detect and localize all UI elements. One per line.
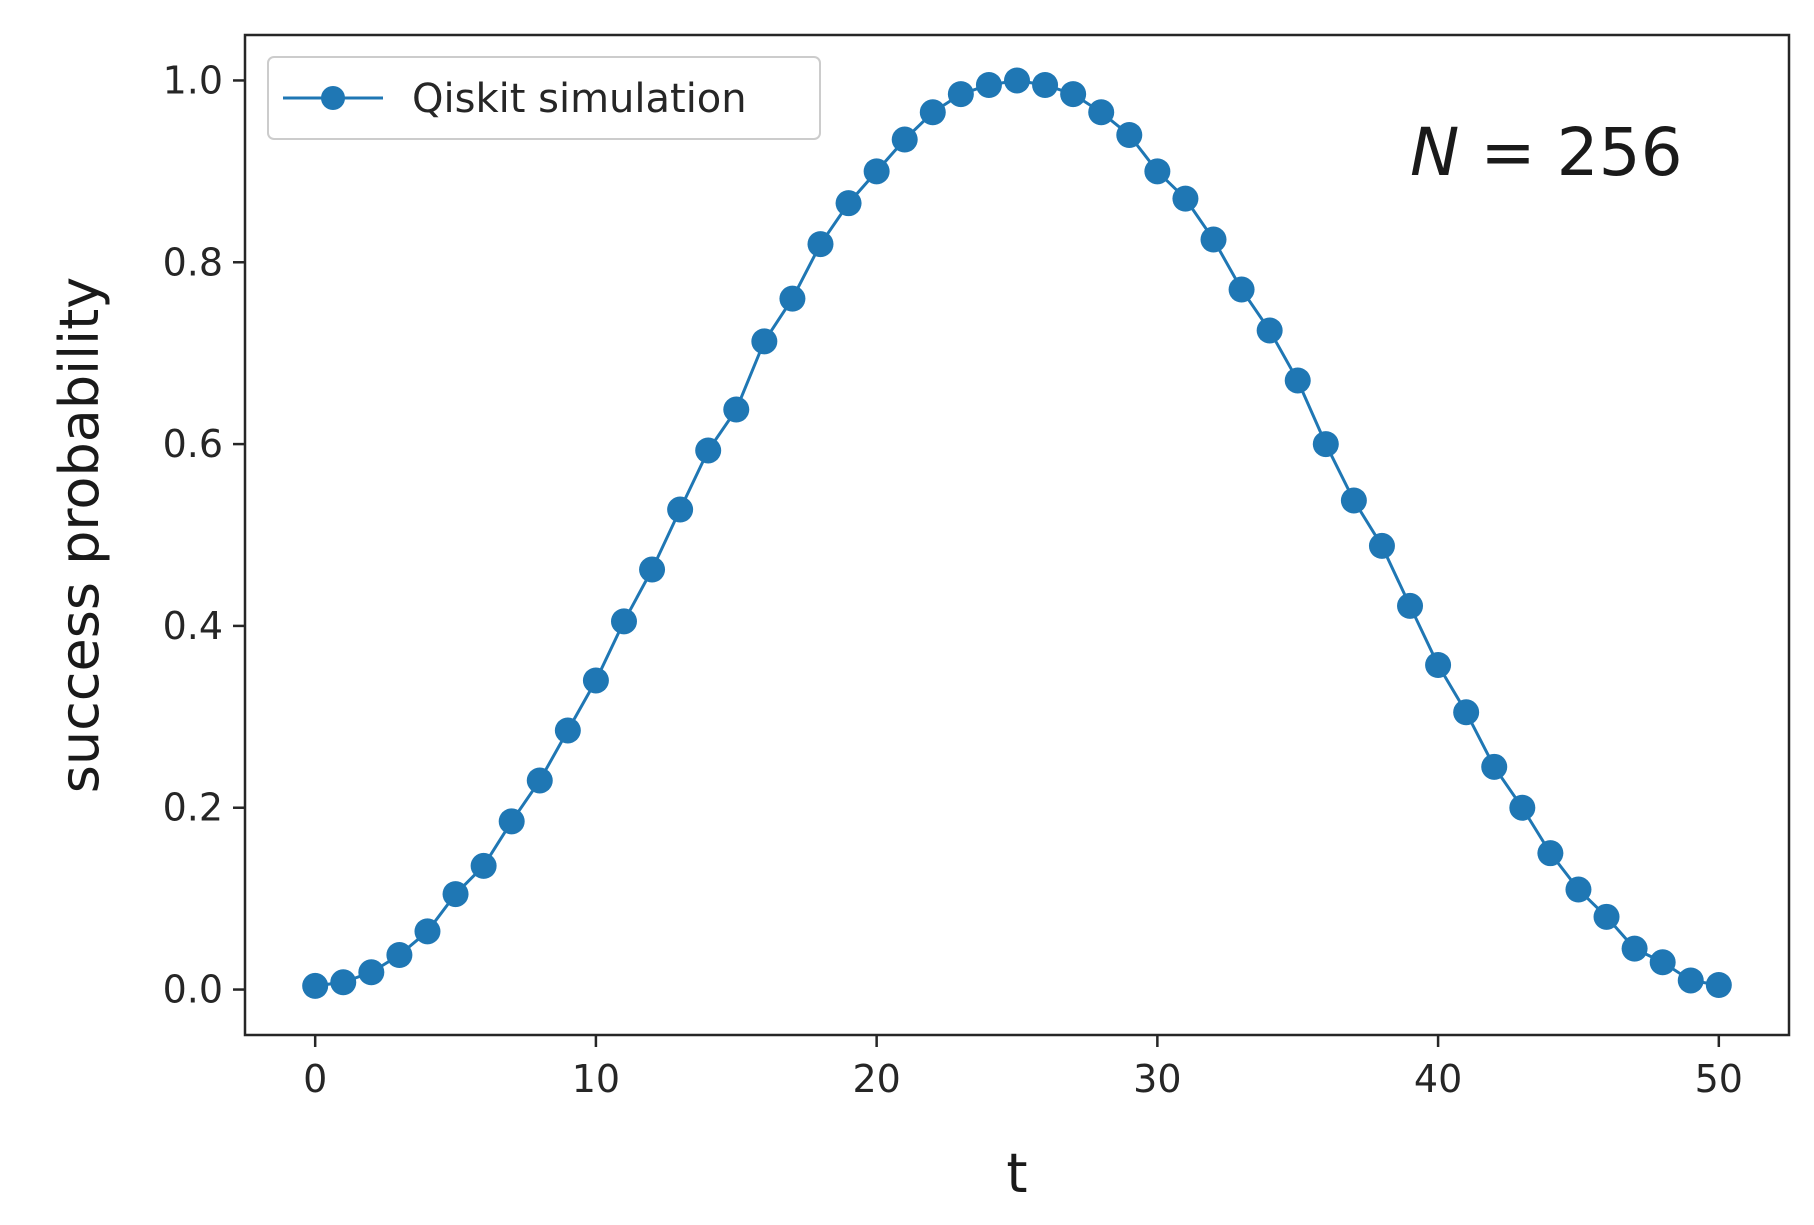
legend-marker-swatch (321, 86, 345, 110)
x-tick-label: 30 (1133, 1057, 1181, 1101)
y-tick-label: 0.8 (163, 240, 223, 284)
series-line (315, 78, 1720, 988)
data-point (1621, 935, 1648, 962)
data-point (554, 717, 581, 744)
data-point (667, 496, 694, 523)
series-layer (302, 67, 1732, 999)
data-point (919, 99, 946, 126)
data-point (947, 81, 974, 108)
x-axis-title: t (1006, 1142, 1027, 1205)
data-point (1453, 699, 1480, 726)
data-point (1649, 949, 1676, 976)
data-point (835, 190, 862, 217)
data-point (1200, 226, 1227, 253)
y-tick-label: 0.4 (163, 604, 223, 648)
plot-area-frame (243, 33, 1791, 1037)
data-point (1004, 67, 1030, 94)
data-point (723, 396, 750, 423)
y-tick-label: 0.6 (163, 422, 223, 466)
data-point (526, 767, 553, 794)
data-point (1060, 81, 1087, 108)
x-tick-label: 0 (303, 1057, 327, 1101)
data-point (891, 126, 918, 153)
n-annotation-symbol: N (1410, 114, 1459, 191)
data-point (1397, 592, 1424, 619)
data-point (639, 556, 666, 583)
data-point (330, 969, 357, 996)
data-point (863, 158, 890, 185)
data-point (1593, 903, 1620, 930)
data-point (1368, 532, 1395, 559)
y-tick-label: 0.2 (163, 786, 223, 830)
data-point (807, 231, 834, 258)
n-annotation: N = 256 (1410, 114, 1683, 191)
x-axis-ticks: 0 10 20 30 40 50 (303, 1035, 1743, 1101)
data-point (1677, 967, 1704, 994)
legend-label: Qiskit simulation (412, 76, 747, 122)
data-point (1537, 840, 1564, 867)
data-point (442, 881, 469, 908)
y-tick-label: 0.0 (163, 968, 223, 1012)
data-point (751, 328, 778, 355)
data-point (779, 285, 806, 312)
data-point (610, 608, 637, 635)
n-annotation-value: = 256 (1459, 114, 1682, 191)
data-point (358, 959, 385, 986)
y-axis-title: success probability (48, 277, 111, 794)
data-point (1032, 72, 1059, 98)
y-axis-ticks: 0.0 0.2 0.4 0.6 0.8 1.0 (163, 58, 245, 1012)
data-point (386, 942, 413, 968)
legend-box (267, 56, 821, 140)
data-point (1172, 185, 1199, 212)
data-point (302, 972, 329, 999)
data-point (1481, 753, 1508, 780)
data-point (582, 667, 609, 694)
data-point (1144, 158, 1171, 185)
x-tick-label: 10 (572, 1057, 620, 1101)
x-tick-label: 40 (1414, 1057, 1462, 1101)
data-point (1509, 794, 1536, 821)
data-point (1705, 972, 1732, 998)
data-point (1088, 99, 1115, 126)
data-point (1284, 367, 1311, 394)
data-point (414, 918, 441, 945)
data-point (1228, 276, 1255, 303)
data-point (470, 852, 497, 879)
x-tick-label: 50 (1695, 1057, 1743, 1101)
data-point (975, 72, 1002, 98)
legend: Qiskit simulation (267, 56, 821, 140)
data-point (1340, 487, 1367, 514)
data-point (1116, 122, 1143, 148)
data-point (695, 437, 722, 464)
data-point (498, 808, 525, 835)
x-tick-label: 20 (852, 1057, 900, 1101)
data-point (1312, 431, 1339, 458)
data-point (1565, 876, 1592, 903)
data-point (1256, 317, 1283, 344)
y-tick-label: 1.0 (163, 58, 223, 102)
data-point (1425, 652, 1452, 678)
